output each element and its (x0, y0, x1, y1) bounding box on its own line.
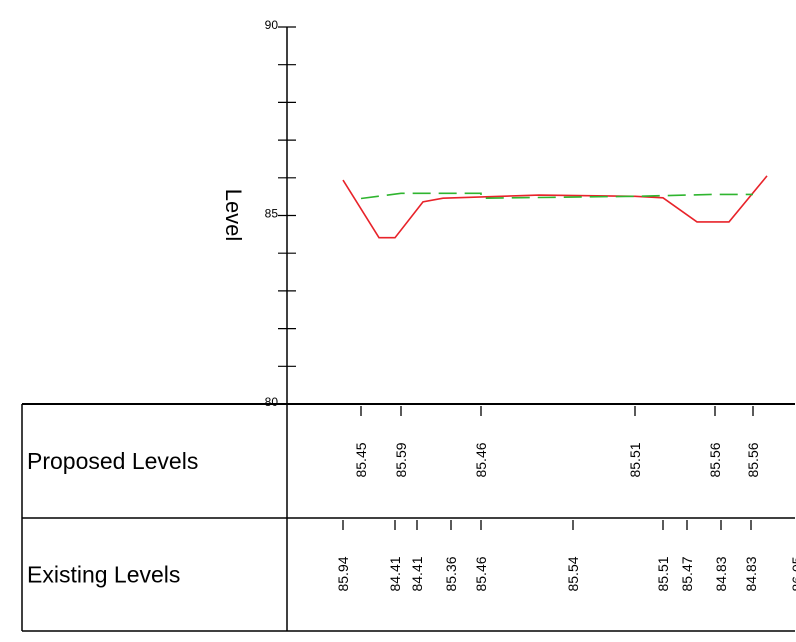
y-axis: 80 85 90 (265, 18, 296, 631)
level-table: Proposed Levels 85.45 85.59 85.46 85.51 85.56… (27, 406, 796, 592)
table-value-label: 85.59 (393, 442, 409, 477)
plot-area (342, 175, 768, 239)
y-tick-label: 90 (265, 18, 279, 32)
table-value-label: 85.51 (655, 556, 671, 591)
table-value-label: 85.45 (353, 442, 369, 477)
table-value-label: 85.56 (745, 442, 761, 477)
table-frame (21, 403, 795, 632)
table-value-label: 84.41 (409, 556, 425, 591)
table-value-label: 84.83 (713, 556, 729, 591)
proposed-levels-line (360, 192, 753, 200)
table-row-label: Existing Levels (27, 562, 180, 588)
existing-levels-line (342, 175, 768, 239)
table-value-label: 85.94 (335, 556, 351, 591)
table-value-label: 85.47 (679, 556, 695, 591)
table-value-label: 85.36 (443, 556, 459, 591)
table-row-label: Proposed Levels (27, 448, 198, 474)
table-value-label: 85.46 (473, 442, 489, 477)
table-value-label: 84.83 (743, 556, 759, 591)
table-value-label: 85.54 (565, 556, 581, 591)
table-value-label: 84.41 (387, 556, 403, 591)
y-axis-label: Level (221, 189, 246, 242)
table-value-label: 85.46 (473, 556, 489, 591)
table-value-label: 85.56 (707, 442, 723, 477)
y-tick-label: 85 (265, 207, 279, 221)
table-value-label: 85.51 (627, 442, 643, 477)
y-tick-label: 80 (265, 395, 279, 409)
table-value-label: 86.05 (789, 556, 796, 591)
